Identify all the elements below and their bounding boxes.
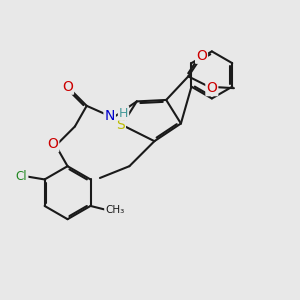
Text: CH₃: CH₃ <box>105 206 124 215</box>
Text: Cl: Cl <box>16 170 28 183</box>
Text: O: O <box>62 80 73 94</box>
Text: H: H <box>119 107 128 120</box>
Text: N: N <box>104 109 115 123</box>
Text: O: O <box>196 49 207 63</box>
Text: O: O <box>47 137 58 151</box>
Text: S: S <box>116 118 125 132</box>
Text: O: O <box>206 81 217 95</box>
